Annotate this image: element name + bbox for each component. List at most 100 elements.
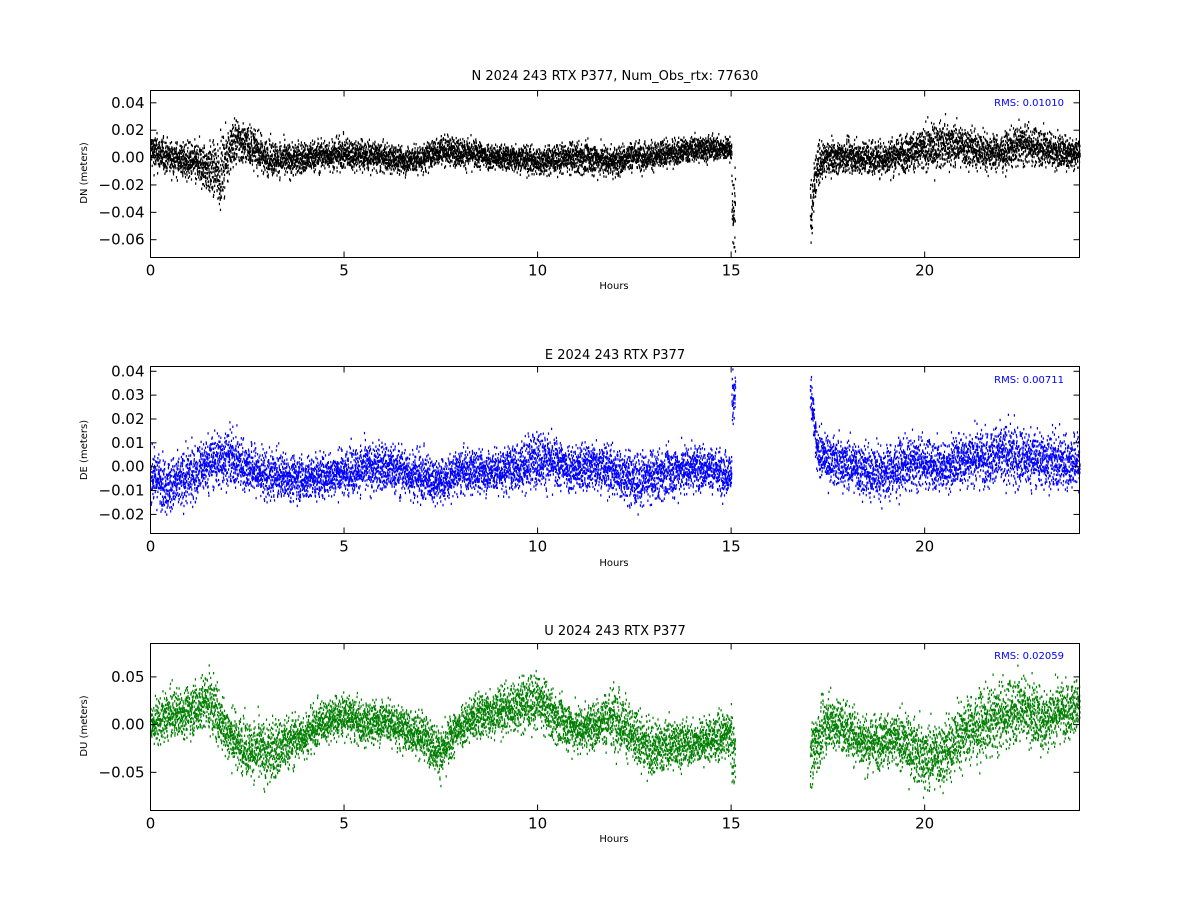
- data-point: [182, 175, 184, 178]
- data-point: [407, 145, 409, 148]
- data-point: [532, 156, 534, 159]
- data-point: [292, 163, 294, 166]
- data-point: [294, 162, 296, 165]
- data-point: [508, 149, 510, 152]
- data-point: [487, 157, 489, 160]
- data-point: [558, 149, 560, 152]
- data-point: [502, 156, 504, 159]
- data-point: [486, 163, 488, 167]
- data-point: [474, 160, 476, 164]
- data-point: [269, 155, 271, 158]
- data-point: [577, 143, 579, 146]
- data-point: [427, 146, 429, 150]
- data-point: [519, 173, 521, 176]
- data-point: [487, 148, 489, 151]
- data-point: [231, 148, 233, 151]
- data-point: [168, 146, 170, 149]
- data-point: [287, 153, 289, 156]
- data-point: [422, 148, 424, 152]
- data-point: [221, 135, 223, 139]
- y-axis-label: DN (meters): [79, 142, 90, 204]
- data-point: [249, 156, 251, 159]
- data-point: [373, 153, 376, 156]
- data-point: [417, 147, 419, 150]
- data-point: [196, 168, 198, 172]
- data-point: [390, 152, 392, 155]
- data-point: [405, 173, 407, 177]
- data-point: [242, 129, 244, 132]
- data-point: [458, 162, 460, 166]
- data-point: [212, 186, 214, 189]
- data-point: [188, 167, 190, 171]
- data-point: [374, 140, 376, 144]
- data-point: [422, 171, 425, 174]
- data-point: [383, 163, 385, 166]
- data-point: [526, 176, 528, 179]
- data-point: [183, 153, 185, 156]
- data-point: [258, 153, 260, 157]
- data-point: [588, 164, 591, 168]
- data-point: [508, 167, 510, 171]
- data-point: [162, 163, 164, 167]
- data-point: [257, 148, 259, 152]
- data-point: [225, 153, 227, 156]
- data-point: [277, 152, 279, 155]
- data-point: [260, 151, 262, 154]
- data-point: [464, 144, 466, 147]
- data-point: [346, 148, 348, 151]
- data-point: [207, 172, 209, 175]
- data-point: [270, 145, 272, 148]
- data-point: [153, 163, 156, 166]
- data-point: [583, 172, 585, 176]
- data-point: [268, 157, 270, 160]
- data-point: [202, 170, 204, 174]
- data-point: [479, 142, 482, 145]
- data-point: [284, 160, 286, 163]
- data-point: [400, 161, 402, 164]
- data-point: [238, 131, 240, 134]
- data-point: [210, 180, 212, 183]
- data-point: [472, 146, 474, 149]
- data-point: [432, 147, 434, 150]
- data-point: [191, 151, 193, 154]
- data-point: [428, 142, 430, 145]
- data-point: [304, 147, 306, 150]
- data-point: [264, 148, 266, 152]
- data-point: [426, 141, 429, 144]
- data-point: [336, 134, 338, 137]
- data-point: [457, 162, 459, 165]
- data-point: [271, 161, 274, 164]
- data-point: [474, 141, 476, 144]
- data-point: [478, 151, 480, 155]
- data-point: [367, 165, 369, 168]
- data-point: [451, 151, 453, 154]
- data-point: [485, 148, 487, 152]
- data-point: [207, 157, 210, 160]
- data-point: [268, 164, 270, 167]
- data-point: [290, 156, 292, 159]
- data-point: [307, 145, 309, 148]
- data-point: [408, 159, 410, 163]
- data-point: [250, 126, 252, 130]
- data-point: [259, 148, 261, 151]
- data-point: [574, 170, 576, 174]
- data-point: [381, 154, 383, 157]
- data-point: [290, 148, 292, 151]
- data-point: [298, 149, 300, 152]
- data-point: [400, 153, 402, 156]
- data-point: [310, 153, 312, 156]
- data-point: [359, 154, 361, 158]
- data-point: [489, 159, 491, 162]
- data-point: [502, 168, 504, 171]
- data-point: [317, 159, 319, 162]
- data-point: [257, 129, 259, 133]
- data-point: [576, 146, 579, 149]
- data-point: [217, 173, 219, 176]
- data-point: [501, 155, 503, 158]
- data-point: [318, 148, 320, 151]
- data-point: [193, 148, 196, 151]
- data-point: [202, 169, 204, 172]
- data-point: [568, 158, 570, 162]
- data-point: [519, 154, 521, 157]
